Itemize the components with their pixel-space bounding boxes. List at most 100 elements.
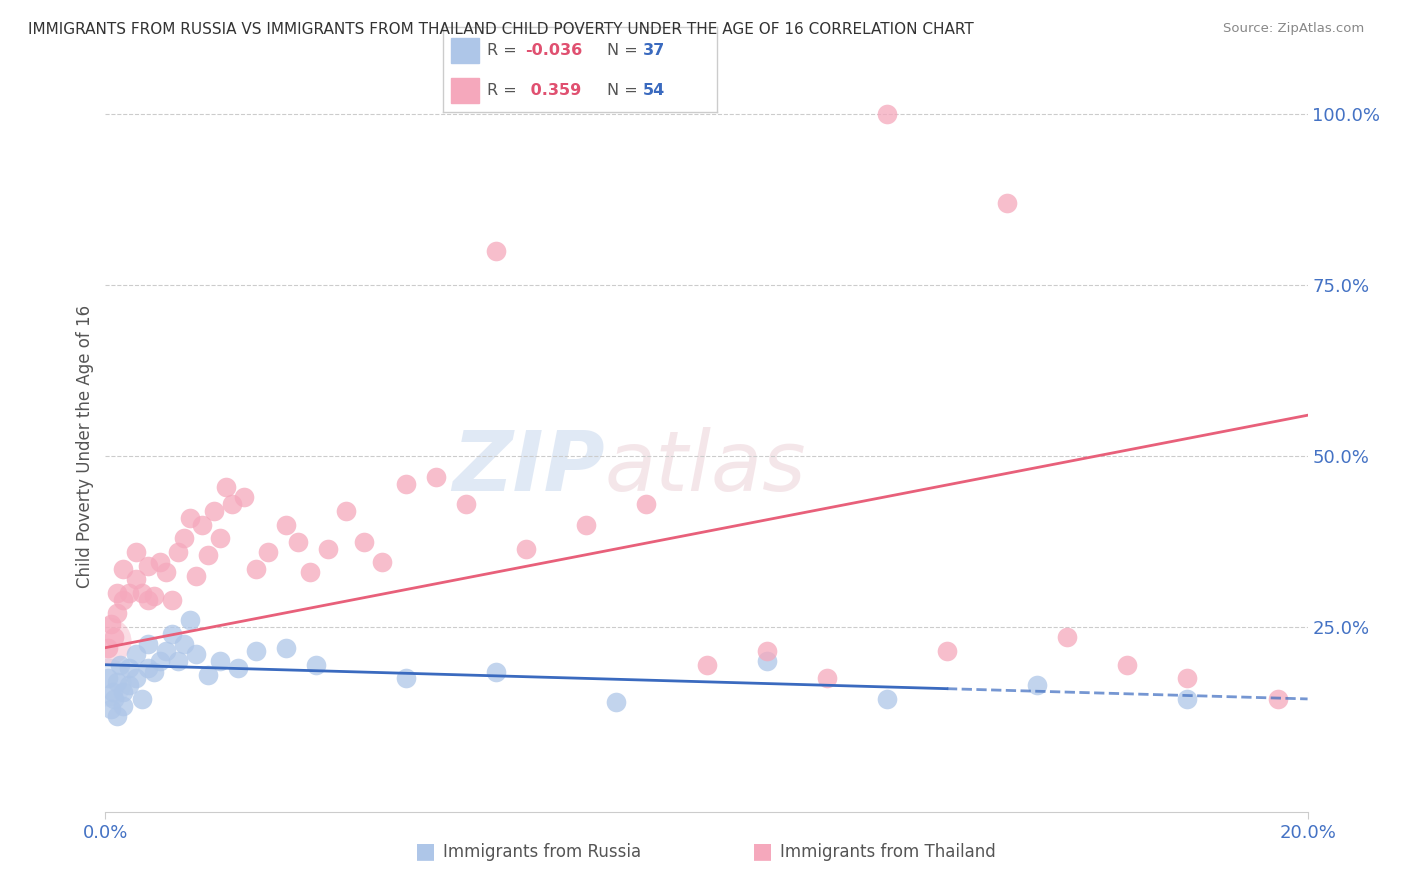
Point [184, 648, 207, 662]
Point [136, 558, 159, 573]
Point [274, 517, 297, 532]
Point [755, 654, 778, 668]
Point [815, 672, 838, 686]
Point [124, 672, 146, 686]
Point [112, 698, 135, 713]
Point [107, 709, 129, 723]
Point [353, 534, 375, 549]
Point [636, 497, 658, 511]
Point [454, 497, 477, 511]
Point [485, 244, 508, 259]
Point [101, 685, 124, 699]
Point [166, 654, 188, 668]
Point [1026, 678, 1049, 692]
Point [136, 637, 159, 651]
Point [148, 555, 170, 569]
Point [173, 531, 195, 545]
Text: R =: R = [486, 83, 522, 98]
Point [245, 562, 267, 576]
Point [256, 545, 278, 559]
Point [112, 592, 135, 607]
Point [160, 592, 183, 607]
Text: -0.036: -0.036 [526, 43, 582, 58]
Point [395, 476, 418, 491]
Text: ■: ■ [415, 841, 436, 861]
Point [136, 661, 159, 675]
Point [755, 644, 778, 658]
Point [110, 657, 132, 672]
Text: IMMIGRANTS FROM RUSSIA VS IMMIGRANTS FROM THAILAND CHILD POVERTY UNDER THE AGE O: IMMIGRANTS FROM RUSSIA VS IMMIGRANTS FRO… [28, 22, 974, 37]
Point [166, 545, 188, 559]
Text: Immigrants from Russia: Immigrants from Russia [443, 843, 641, 861]
Point [107, 674, 129, 689]
Point [100, 616, 122, 631]
Point [179, 510, 201, 524]
Text: ■: ■ [752, 841, 773, 861]
Text: 37: 37 [643, 43, 665, 58]
Point [335, 504, 357, 518]
Point [425, 469, 447, 483]
Point [173, 637, 195, 651]
Point [155, 644, 177, 658]
Point [226, 661, 249, 675]
Point [131, 692, 153, 706]
Point [208, 531, 231, 545]
Point [214, 480, 236, 494]
Point [118, 661, 141, 675]
Text: R =: R = [486, 43, 522, 58]
Point [179, 613, 201, 627]
Text: atlas: atlas [605, 427, 806, 508]
Point [124, 572, 146, 586]
Point [371, 555, 394, 569]
Point [245, 644, 267, 658]
Point [274, 640, 297, 655]
Point [160, 627, 183, 641]
Bar [451, 37, 478, 63]
Text: Source: ZipAtlas.com: Source: ZipAtlas.com [1223, 22, 1364, 36]
Point [876, 107, 898, 121]
Point [103, 692, 125, 706]
Point [485, 665, 508, 679]
Point [131, 586, 153, 600]
Point [298, 566, 321, 580]
Point [142, 590, 165, 604]
Text: 0.359: 0.359 [526, 83, 582, 98]
Point [316, 541, 339, 556]
Point [148, 654, 170, 668]
Point [97, 640, 120, 655]
Point [515, 541, 537, 556]
Point [112, 562, 135, 576]
Point [124, 648, 146, 662]
Point [112, 685, 135, 699]
Point [197, 549, 219, 563]
Point [100, 702, 122, 716]
Point [142, 665, 165, 679]
Point [136, 592, 159, 607]
Point [184, 569, 207, 583]
Text: ZIP: ZIP [451, 427, 605, 508]
Point [155, 566, 177, 580]
Point [96, 674, 118, 689]
Point [107, 586, 129, 600]
Text: 54: 54 [643, 83, 665, 98]
Point [96, 633, 118, 648]
Point [575, 517, 598, 532]
Bar [451, 78, 478, 103]
Point [1267, 692, 1289, 706]
Text: N =: N = [607, 83, 644, 98]
Point [232, 490, 254, 504]
Point [1175, 672, 1198, 686]
Point [605, 695, 627, 709]
Point [221, 497, 243, 511]
Point [876, 692, 898, 706]
Point [995, 196, 1018, 211]
Point [190, 517, 212, 532]
Point [197, 668, 219, 682]
Text: N =: N = [607, 43, 644, 58]
Point [936, 644, 959, 658]
Point [208, 654, 231, 668]
Point [696, 657, 718, 672]
Y-axis label: Child Poverty Under the Age of 16: Child Poverty Under the Age of 16 [76, 304, 94, 588]
Point [1056, 631, 1078, 645]
Point [124, 545, 146, 559]
